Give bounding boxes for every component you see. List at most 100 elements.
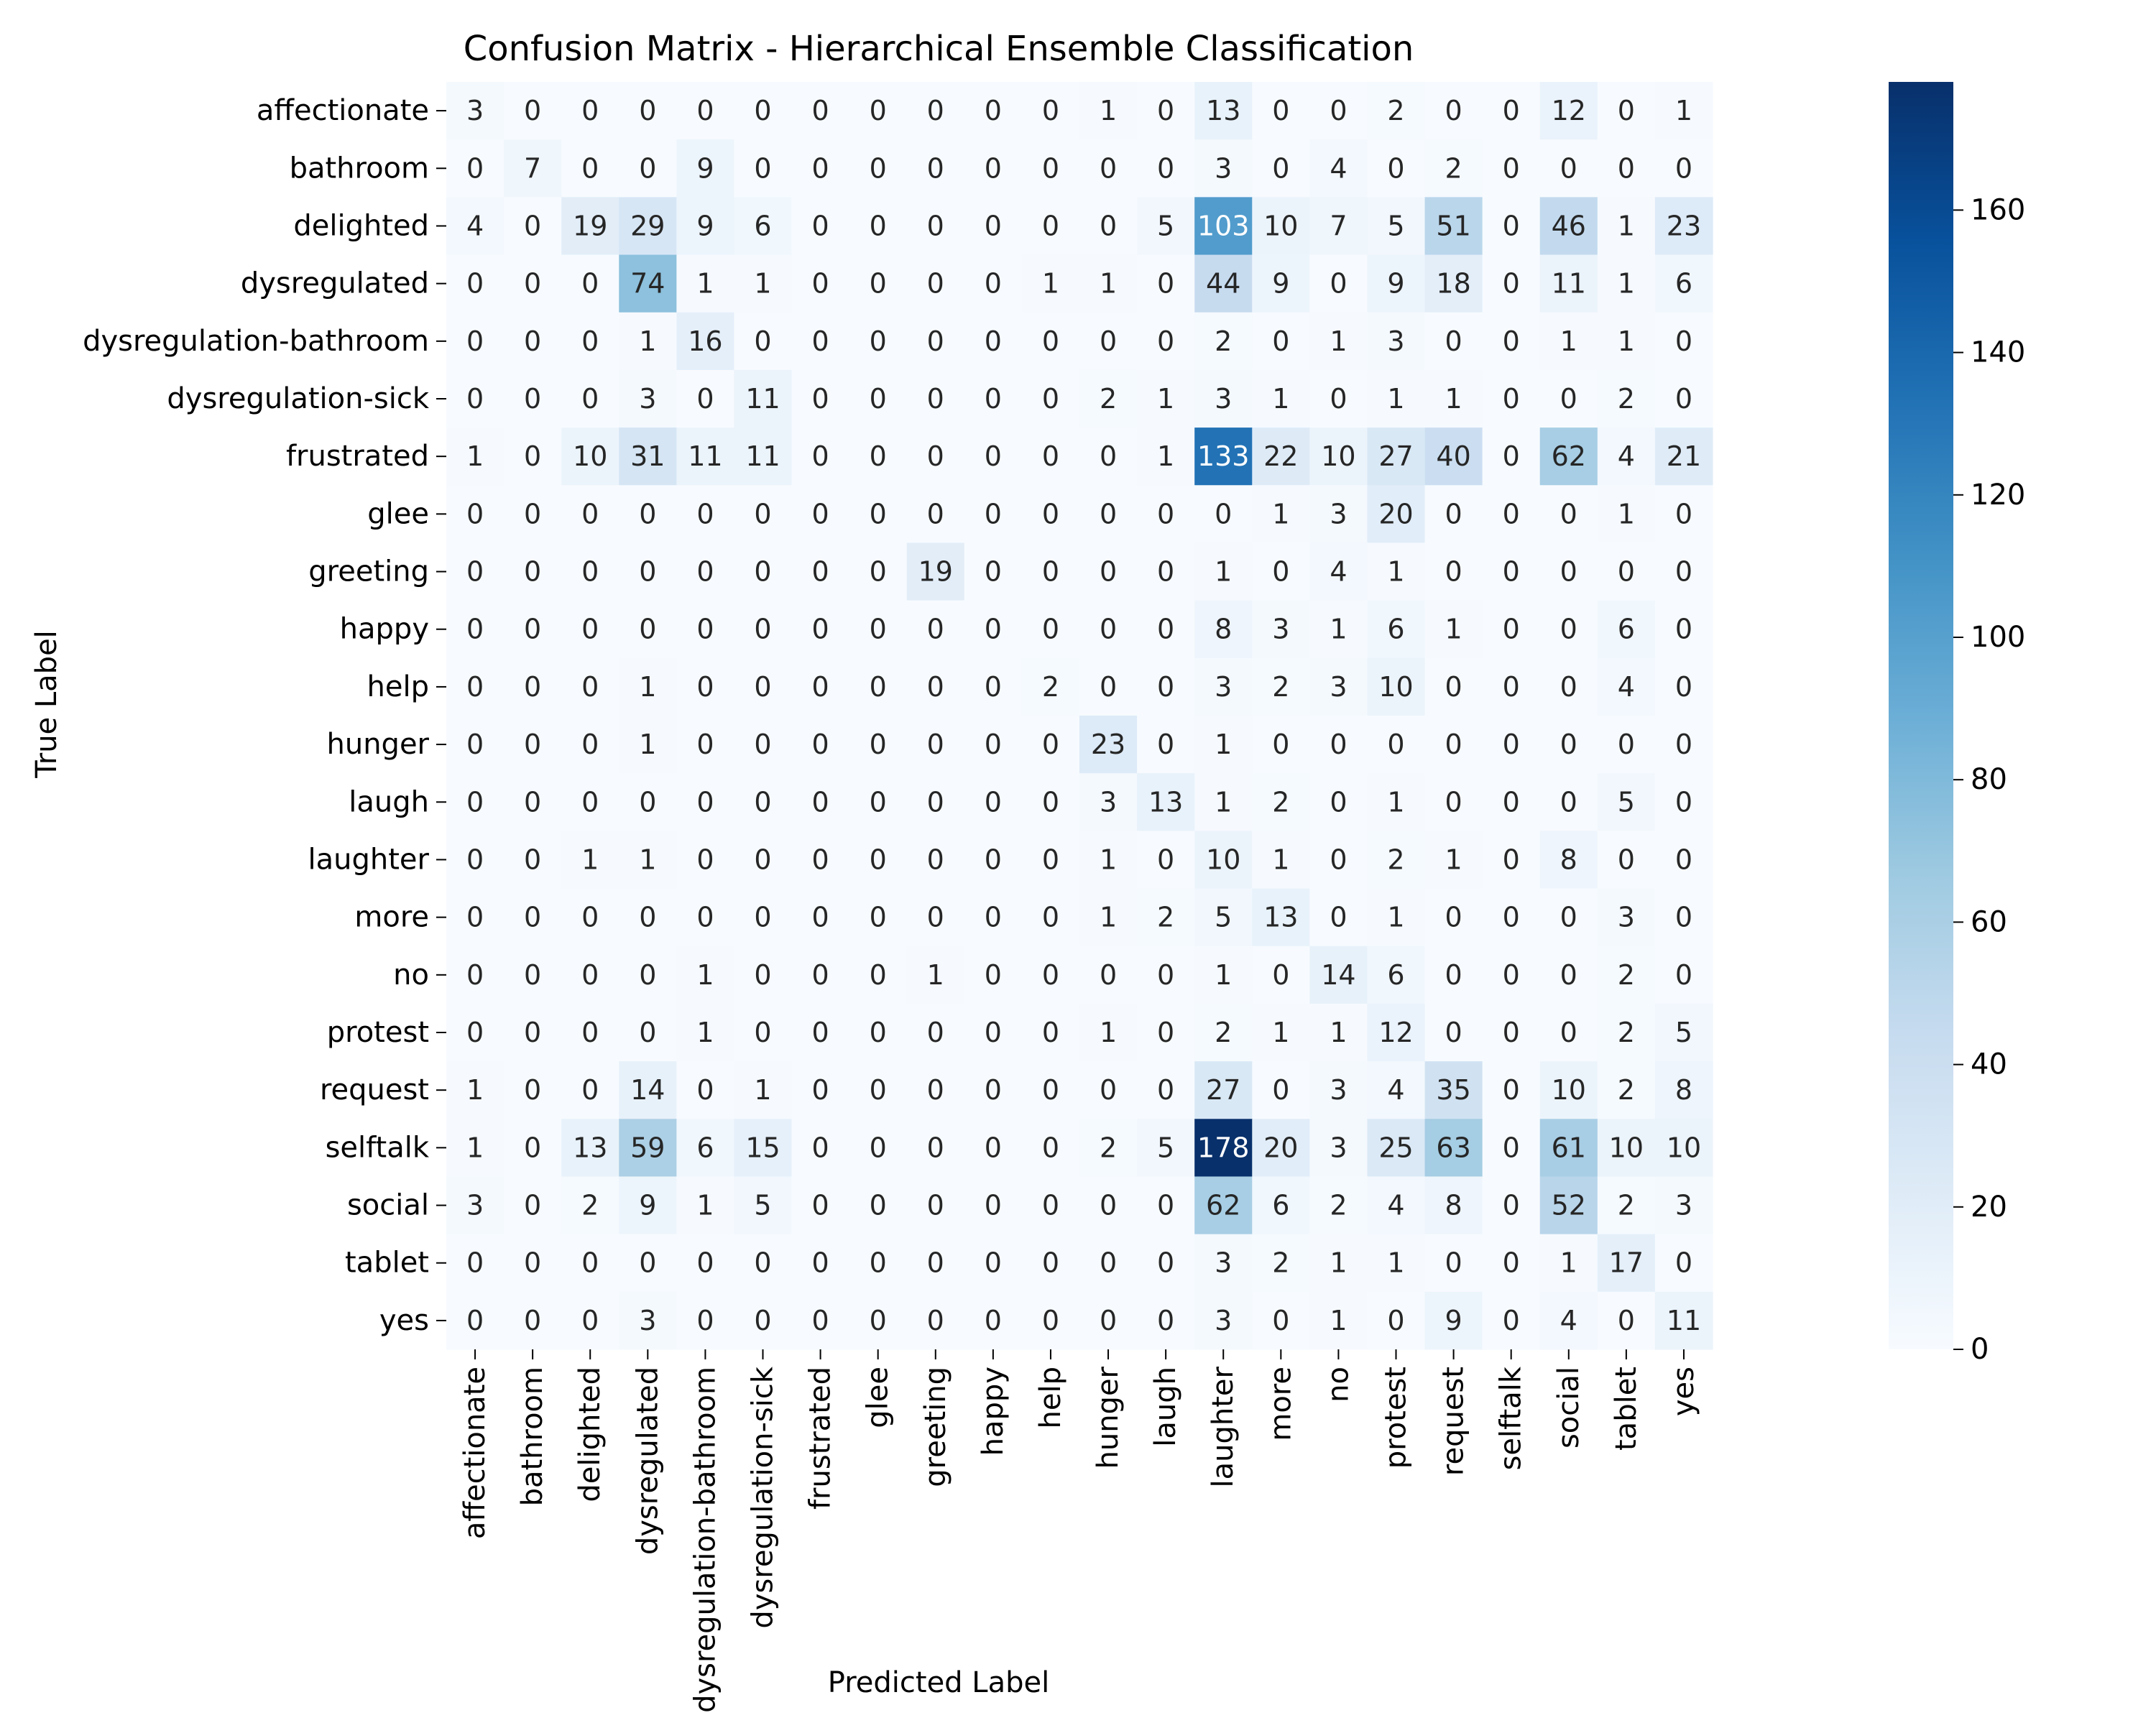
heatmap-cells xyxy=(446,82,1713,1350)
heatmap-cell xyxy=(791,657,850,716)
cell-value-label: 0 xyxy=(811,1132,829,1163)
heatmap-cell xyxy=(1597,1061,1656,1119)
cell-value-label: 0 xyxy=(1675,152,1692,184)
cell-value-label: 0 xyxy=(1387,729,1404,760)
heatmap-cell xyxy=(791,82,850,140)
colorbar-tick-label: 20 xyxy=(1971,1191,2007,1224)
heatmap-cell xyxy=(1194,312,1253,371)
cell-value-label: 6 xyxy=(754,210,771,241)
cell-value-label: 0 xyxy=(696,1074,714,1106)
cell-value-label: 0 xyxy=(1272,152,1289,184)
cell-value-label: 0 xyxy=(1330,268,1347,300)
heatmap-cell xyxy=(1367,716,1426,774)
cell-value-label: 0 xyxy=(870,325,887,357)
heatmap-cell xyxy=(734,888,793,947)
cell-value-label: 0 xyxy=(1503,902,1520,933)
heatmap-cell xyxy=(791,1234,850,1293)
cell-value-label: 10 xyxy=(1378,671,1413,703)
heatmap-cell xyxy=(561,197,619,256)
chart-title: Confusion Matrix - Hierarchical Ensemble… xyxy=(464,29,1414,69)
cell-value-label: 4 xyxy=(1330,556,1347,588)
heatmap-cell xyxy=(964,773,1023,831)
x-tick-label: dysregulated xyxy=(631,1367,664,1555)
heatmap-cell xyxy=(1021,657,1080,716)
cell-value-label: 0 xyxy=(870,902,887,933)
heatmap-cell xyxy=(561,312,619,371)
heatmap-cell xyxy=(1424,82,1483,140)
x-tick-label: glee xyxy=(862,1367,895,1428)
heatmap-cell xyxy=(619,82,677,140)
heatmap-cell xyxy=(676,600,735,659)
cell-value-label: 0 xyxy=(581,671,599,703)
cell-value-label: 1 xyxy=(1272,844,1289,875)
cell-value-label: 0 xyxy=(639,1247,656,1279)
heatmap-cell xyxy=(1079,1176,1138,1235)
heatmap-cell xyxy=(849,312,908,371)
heatmap-cell xyxy=(791,600,850,659)
cell-value-label: 0 xyxy=(1157,95,1174,126)
heatmap-cell xyxy=(619,254,677,313)
colorbar-tick-label: 160 xyxy=(1971,193,2025,226)
heatmap-cell xyxy=(1252,716,1310,774)
heatmap-cell xyxy=(561,657,619,716)
cell-value-label: 0 xyxy=(985,959,1002,991)
cell-value-label: 0 xyxy=(1445,1247,1462,1279)
heatmap-cell xyxy=(1424,1176,1483,1235)
cell-value-label: 0 xyxy=(466,902,484,933)
cell-value-label: 2 xyxy=(1445,152,1462,184)
cell-value-label: 0 xyxy=(466,1247,484,1279)
cell-value-label: 19 xyxy=(918,556,953,588)
heatmap-cell xyxy=(849,888,908,947)
cell-value-label: 0 xyxy=(1157,152,1174,184)
heatmap-cell xyxy=(1367,254,1426,313)
cell-value-label: 0 xyxy=(1618,152,1635,184)
heatmap-cell xyxy=(1079,831,1138,890)
cell-value-label: 0 xyxy=(524,95,541,126)
heatmap-cell xyxy=(734,1234,793,1293)
x-tick-label: yes xyxy=(1667,1367,1700,1416)
y-tick-label: laugh xyxy=(349,785,429,818)
heatmap-cell xyxy=(1137,1291,1195,1350)
cell-value-label: 0 xyxy=(581,1305,599,1336)
cell-value-label: 0 xyxy=(1157,1017,1174,1048)
cell-value-label: 12 xyxy=(1552,95,1586,126)
cell-value-label: 1 xyxy=(639,729,656,760)
heatmap-cell xyxy=(1597,485,1656,544)
cell-value-label: 1 xyxy=(1387,902,1404,933)
cell-value-label: 0 xyxy=(927,383,944,415)
heatmap-cell xyxy=(1424,657,1483,716)
heatmap-cell xyxy=(1654,946,1713,1004)
cell-value-label: 0 xyxy=(1445,498,1462,530)
y-tick-label: request xyxy=(320,1073,429,1106)
cell-value-label: 1 xyxy=(1272,1017,1289,1048)
cell-value-label: 0 xyxy=(811,440,829,472)
x-tick-label: delighted xyxy=(573,1367,607,1502)
cell-value-label: 0 xyxy=(466,383,484,415)
cell-value-label: 0 xyxy=(1618,95,1635,126)
cell-value-label: 0 xyxy=(754,152,771,184)
cell-value-label: 0 xyxy=(754,671,771,703)
cell-value-label: 3 xyxy=(1330,1132,1347,1163)
cell-value-label: 0 xyxy=(870,1190,887,1221)
cell-value-label: 0 xyxy=(524,1305,541,1336)
cell-value-label: 0 xyxy=(524,325,541,357)
heatmap-cell xyxy=(1309,312,1368,371)
heatmap-cell xyxy=(734,428,793,486)
heatmap-cell xyxy=(791,542,850,601)
cell-value-label: 1 xyxy=(1272,498,1289,530)
cell-value-label: 0 xyxy=(1503,729,1520,760)
heatmap-cell xyxy=(1424,600,1483,659)
cell-value-label: 5 xyxy=(1675,1017,1692,1048)
cell-value-label: 0 xyxy=(1042,1190,1059,1221)
heatmap-cell xyxy=(1021,428,1080,486)
heatmap-cell xyxy=(1021,600,1080,659)
heatmap-cell xyxy=(734,485,793,544)
x-tick-label: hunger xyxy=(1092,1366,1125,1469)
y-tick-label: yes xyxy=(379,1304,429,1337)
heatmap-cell xyxy=(1309,946,1368,1004)
heatmap-cell xyxy=(1367,369,1426,428)
cell-value-label: 0 xyxy=(696,729,714,760)
cell-value-label: 0 xyxy=(1675,325,1692,357)
cell-value-label: 0 xyxy=(811,959,829,991)
cell-value-label: 1 xyxy=(1330,1017,1347,1048)
